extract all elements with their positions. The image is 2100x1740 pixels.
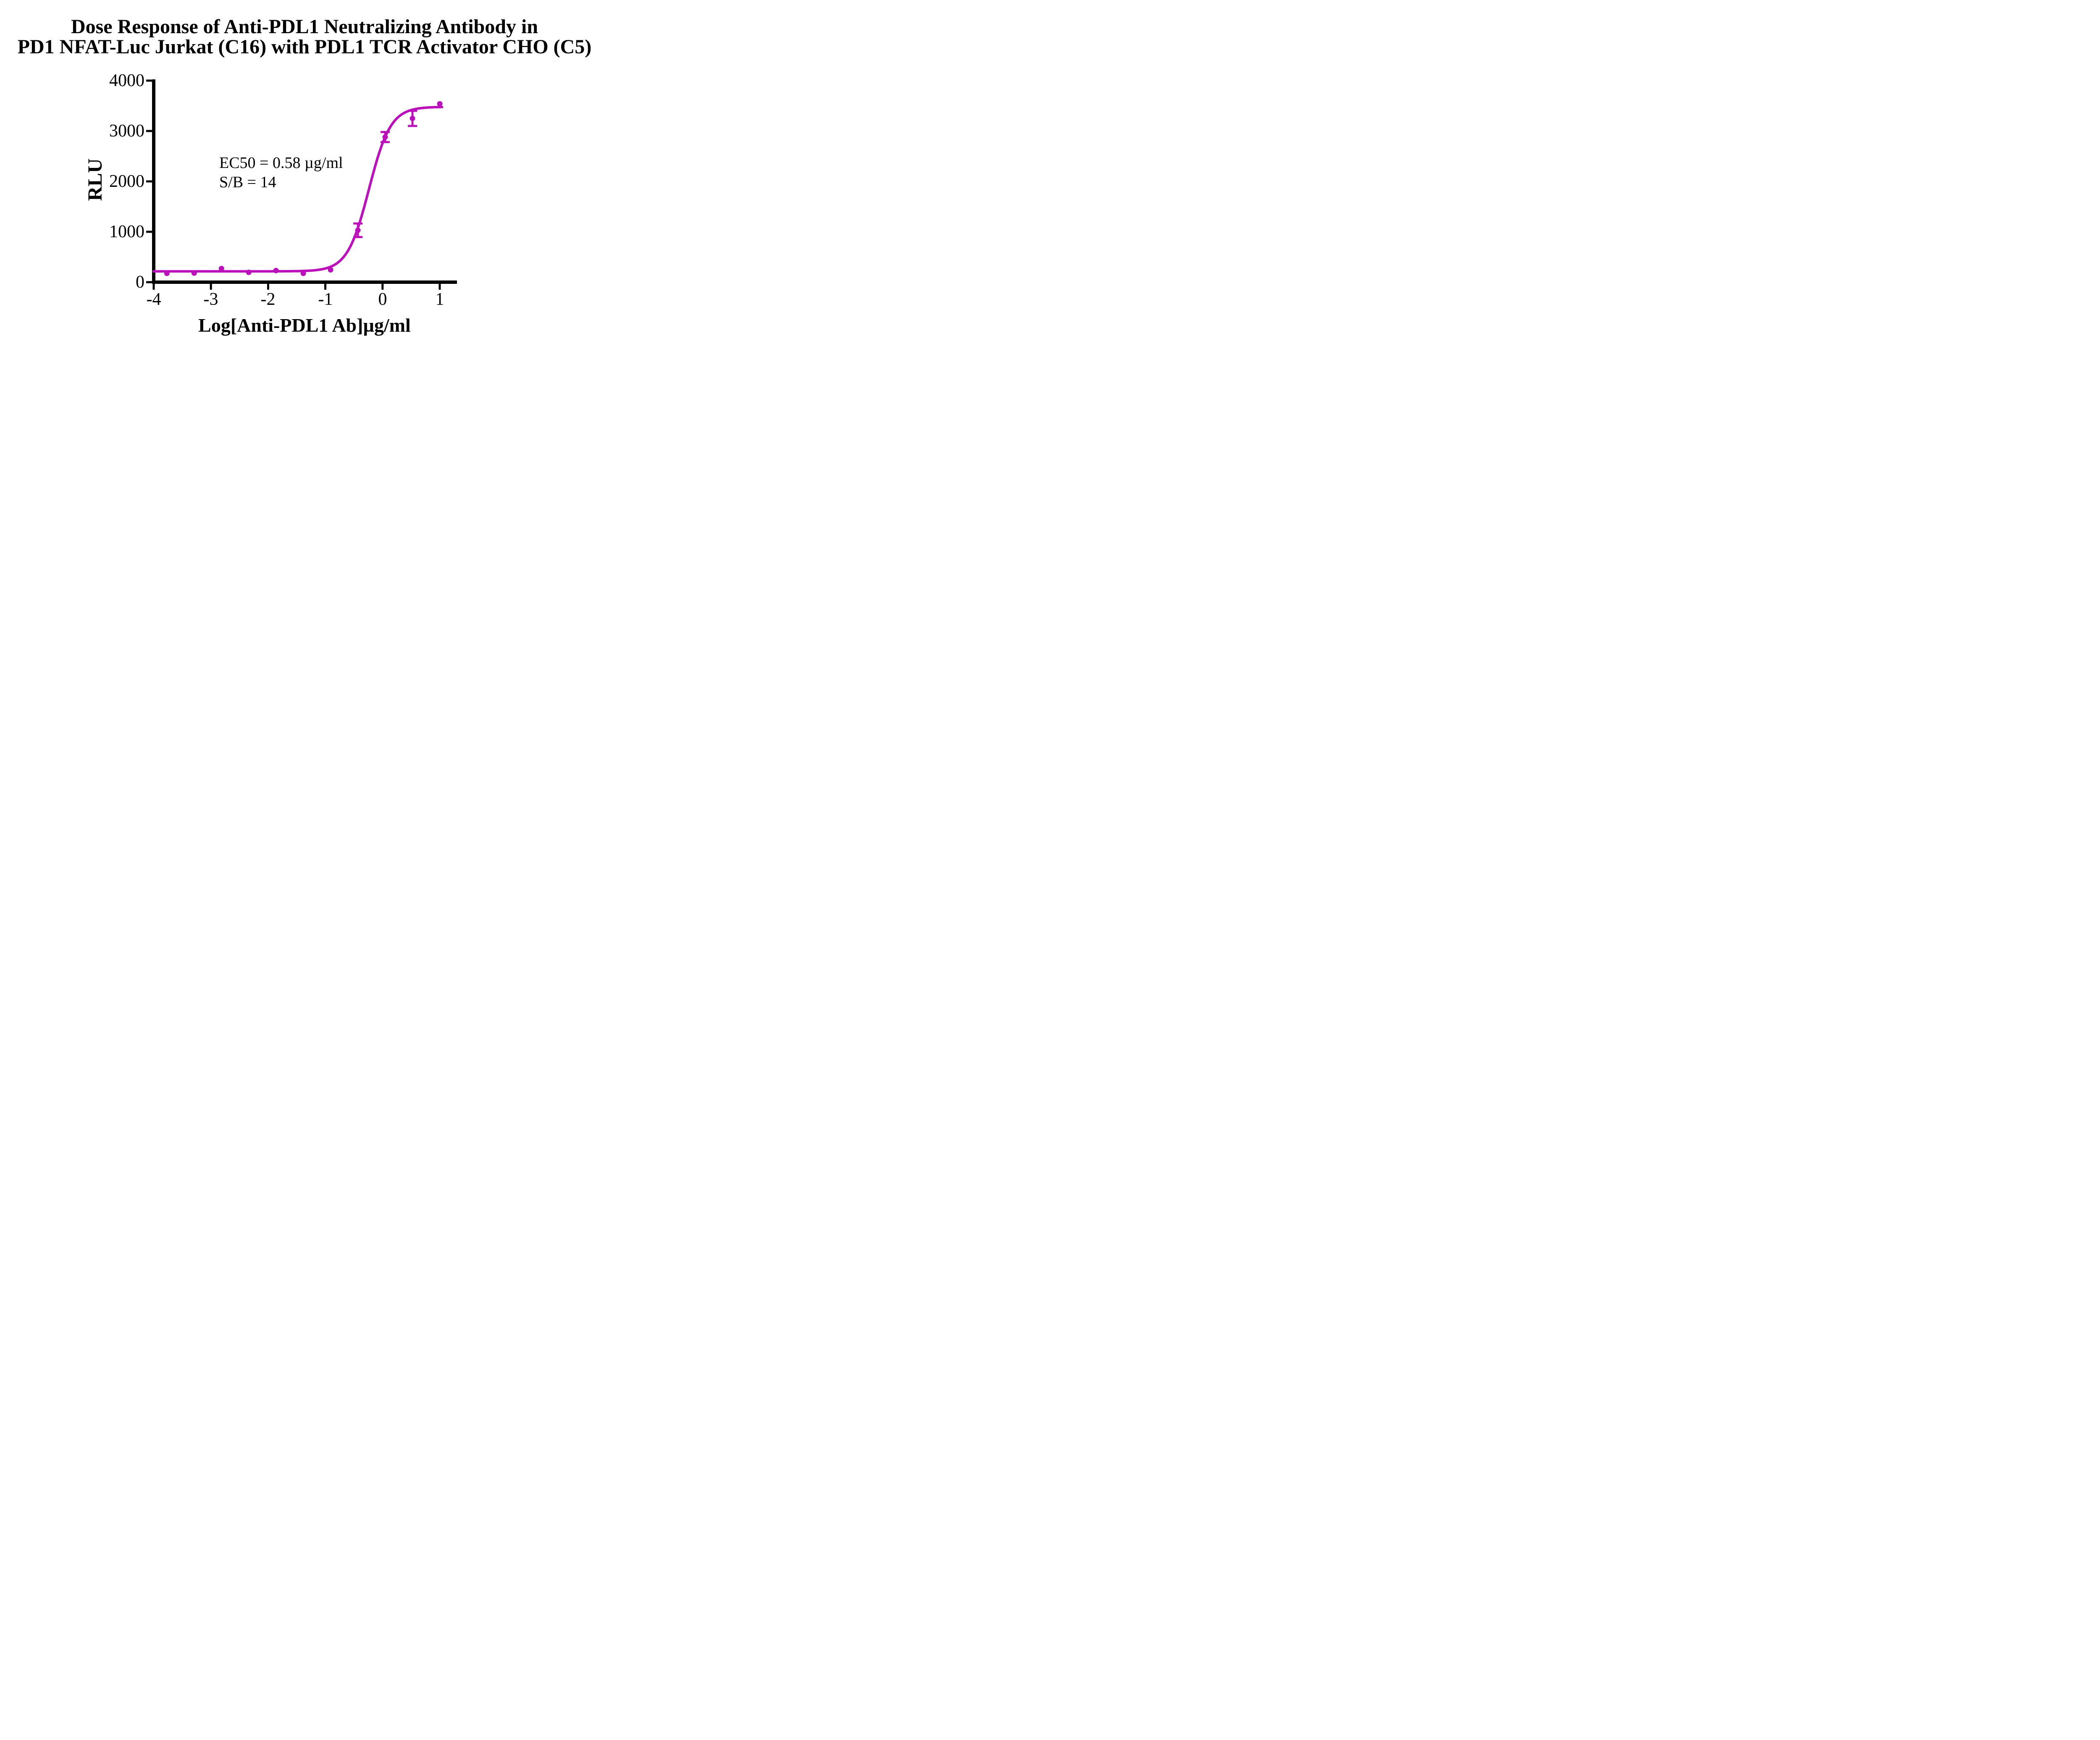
data-point-2	[218, 266, 224, 272]
fit-annotation: EC50 = 0.58 µg/ml S/B = 14	[219, 153, 343, 192]
data-point-10	[437, 101, 443, 107]
y-tick-label-4000: 4000	[109, 71, 144, 90]
y-axis-line	[152, 79, 155, 284]
x-tick-label-neg4: -4	[146, 290, 161, 309]
data-point-5	[300, 270, 306, 276]
x-tick-label-neg2: -2	[260, 290, 276, 309]
ec50-annotation: EC50 = 0.58 µg/ml	[219, 154, 343, 172]
y-tick-label-3000: 3000	[109, 121, 144, 141]
data-point-6	[328, 267, 333, 273]
data-point-0	[164, 270, 170, 276]
x-tick-label-neg1: -1	[318, 290, 333, 309]
data-point-7	[355, 227, 361, 233]
data-point-8	[382, 134, 388, 140]
data-point-3	[246, 270, 252, 275]
data-point-4	[273, 267, 279, 273]
chart-canvas: Dose Response of Anti-PDL1 Neutralizing …	[0, 0, 605, 349]
chart-title: Dose Response of Anti-PDL1 Neutralizing …	[2, 17, 605, 57]
signal-to-background-annotation: S/B = 14	[219, 173, 276, 191]
x-tick-label-0: 0	[378, 290, 387, 309]
plot-area	[146, 79, 457, 290]
y-tick-label-1000: 1000	[109, 222, 144, 241]
chart-title-line-2: PD1 NFAT-Luc Jurkat (C16) with PDL1 TCR …	[17, 36, 592, 58]
data-point-1	[191, 270, 197, 276]
y-tick-label-0: 0	[136, 273, 144, 292]
x-axis-title: Log[Anti-PDL1 Ab]µg/ml	[198, 314, 411, 336]
dose-response-fit-curve	[152, 105, 444, 273]
x-tick-label-neg3: -3	[203, 290, 218, 309]
y-axis-title: RLU	[84, 158, 106, 201]
y-tick-label-2000: 2000	[109, 172, 144, 191]
x-tick-label-1: 1	[435, 290, 444, 309]
x-axis-line	[152, 280, 457, 284]
data-point-9	[410, 115, 415, 121]
chart-title-line-1: Dose Response of Anti-PDL1 Neutralizing …	[71, 16, 538, 38]
